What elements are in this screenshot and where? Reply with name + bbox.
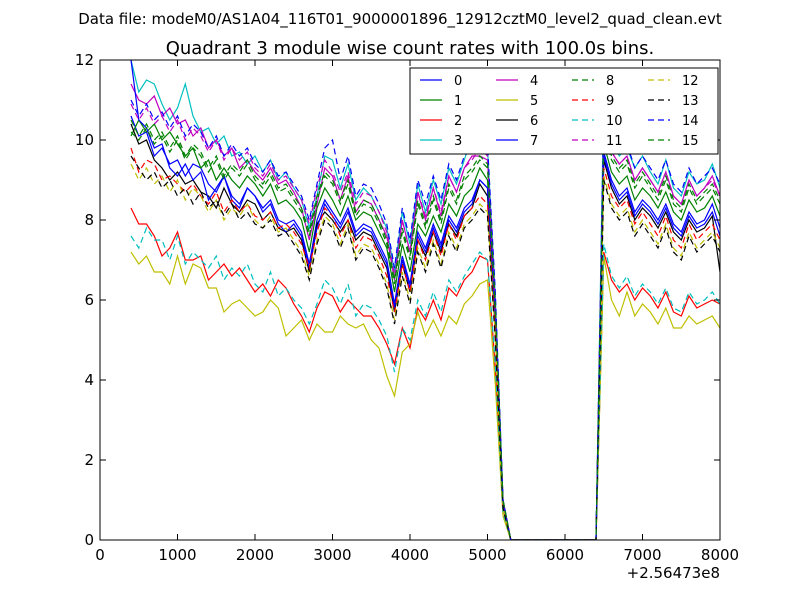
- series-line-7: [130, 60, 720, 540]
- chart-title: Quadrant 3 module wise count rates with …: [166, 38, 655, 59]
- series-line-13: [130, 155, 720, 540]
- y-tick-label: 2: [84, 451, 94, 469]
- legend-label-7: 7: [530, 134, 538, 149]
- legend-label-2: 2: [454, 114, 462, 129]
- legend-label-15: 15: [682, 134, 699, 149]
- series-line-15: [130, 119, 720, 540]
- series-line-10: [130, 226, 720, 540]
- series-layer: [130, 60, 720, 540]
- series-line-9: [130, 147, 720, 540]
- legend-label-11: 11: [606, 134, 623, 149]
- axes-frame: [99, 59, 721, 541]
- legend-label-9: 9: [606, 94, 614, 109]
- x-tick-label: 1000: [158, 546, 196, 564]
- legend-box: [409, 67, 719, 155]
- x-tick-label: 2000: [236, 546, 274, 564]
- series-line-11: [130, 103, 720, 540]
- x-tick-label: 5000: [468, 546, 506, 564]
- series-line-5: [130, 251, 720, 540]
- legend-label-10: 10: [606, 114, 623, 129]
- legend-label-1: 1: [454, 94, 462, 109]
- series-line-0: [130, 115, 720, 540]
- y-tick-label: 4: [84, 371, 94, 389]
- legend-label-6: 6: [530, 114, 538, 129]
- y-tick-label: 10: [75, 131, 94, 149]
- legend-label-3: 3: [454, 134, 462, 149]
- legend-label-12: 12: [682, 74, 699, 89]
- y-tick-label: 0: [84, 531, 94, 549]
- x-tick-label: 0: [95, 546, 105, 564]
- legend-label-14: 14: [682, 114, 699, 129]
- series-line-6: [130, 123, 720, 540]
- y-tick-label: 8: [84, 211, 94, 229]
- x-axis-offset-label: +2.56473e8: [627, 564, 720, 582]
- y-tick-label: 12: [75, 51, 94, 69]
- x-tick-label: 3000: [313, 546, 351, 564]
- suptitle: Data file: modeM0/AS1A04_116T01_90000018…: [78, 10, 722, 29]
- series-line-1: [130, 118, 720, 540]
- legend-label-4: 4: [530, 74, 538, 89]
- series-line-2: [130, 207, 720, 540]
- series-line-12: [130, 163, 720, 540]
- y-tick-label: 6: [84, 291, 94, 309]
- series-line-4: [130, 83, 720, 540]
- legend-label-5: 5: [530, 94, 538, 109]
- x-tick-label: 6000: [546, 546, 584, 564]
- series-line-8: [130, 126, 720, 540]
- legend-label-13: 13: [682, 94, 699, 109]
- x-tick-label: 7000: [623, 546, 661, 564]
- x-tick-label: 4000: [391, 546, 429, 564]
- x-tick-label: 8000: [701, 546, 739, 564]
- ticks-layer: 0 1000 2000 3000 4000 5000 6000 7000 80000246810…: [75, 51, 739, 564]
- legend-label-0: 0: [454, 74, 462, 89]
- legend-label-8: 8: [606, 74, 614, 89]
